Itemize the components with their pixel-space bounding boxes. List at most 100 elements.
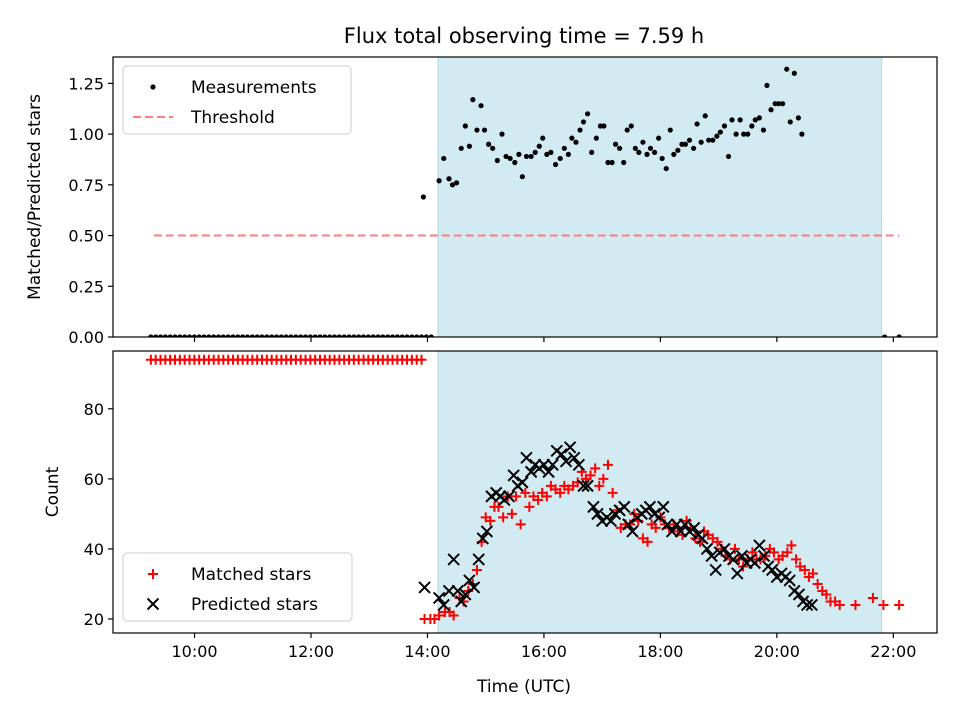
measurements-point (356, 334, 362, 337)
predicted-stars-point (748, 556, 761, 570)
predicted-stars-point (753, 539, 766, 552)
measurements-point (478, 103, 484, 109)
measurements-point (240, 334, 246, 337)
y-tick-label: 0.50 (68, 227, 104, 246)
observing-window-band (437, 56, 883, 338)
measurements-point (749, 123, 755, 129)
measurements-point (394, 334, 400, 337)
measurements-point (675, 147, 681, 153)
legend-box (122, 65, 352, 135)
predicted-stars-point (735, 549, 749, 563)
matched-stars-point (493, 501, 504, 512)
measurements-point (768, 107, 774, 113)
measurements-point (569, 135, 575, 141)
predicted-stars-point (805, 598, 819, 612)
predicted-stars-point (792, 588, 806, 601)
measurements-point (449, 182, 456, 188)
matched-stars-point (506, 508, 517, 519)
measurements-point (690, 145, 697, 151)
measurements-point (544, 151, 550, 157)
measurements-point (341, 334, 347, 337)
measurements-point (593, 135, 599, 141)
y-axis-label: Matched/Predicted stars (25, 94, 45, 300)
matched-stars-point (498, 512, 509, 523)
measurements-point (486, 141, 492, 147)
matched-stars-point (850, 599, 861, 610)
measurements-point (490, 145, 496, 151)
y-tick-label: 20 (84, 610, 104, 629)
measurements-point (561, 145, 567, 151)
measurements-point (336, 334, 342, 337)
measurements-point (589, 149, 595, 155)
predicted-stars-point (418, 581, 431, 594)
measurements-point (360, 334, 367, 337)
legend-matched-stars-point (148, 569, 158, 579)
measurements-point (254, 334, 260, 337)
measurements-point (220, 334, 226, 337)
measurements-point (721, 123, 728, 129)
predicted-stars-point (765, 563, 779, 577)
predicted-stars-point (524, 465, 538, 479)
measurements-point (420, 194, 426, 200)
measurements-point (182, 334, 188, 337)
predicted-stars-point (604, 514, 618, 528)
matched-stars-point (807, 568, 818, 579)
predicted-stars-point (783, 574, 796, 587)
matched-stars-point (524, 501, 535, 512)
predicted-stars-point (657, 500, 670, 514)
matched-stars-point (585, 470, 596, 481)
predicted-stars-point (463, 574, 476, 587)
measurements-point (346, 334, 352, 337)
measurements-point (385, 334, 391, 337)
measurements-point (446, 176, 452, 182)
panel-1-frame (112, 56, 938, 338)
measurements-point (612, 141, 619, 147)
panel-1-plot-area (148, 66, 902, 337)
predicted-stars-point (661, 518, 674, 531)
legend-predicted-stars-swatch (146, 597, 160, 611)
measurements-point (644, 151, 650, 157)
measurements-point (896, 334, 902, 337)
measurements-point (177, 334, 183, 337)
measurements-point (656, 135, 662, 141)
measurements-point (162, 334, 168, 337)
measurements-point (640, 139, 646, 145)
predicted-stars-point (516, 476, 529, 489)
matched-stars-point (812, 578, 823, 589)
x-axis-label: Time (UTC) (476, 677, 571, 697)
measurements-point (312, 334, 318, 337)
measurements-point (230, 334, 236, 337)
measurements-point (621, 159, 627, 166)
predicted-stars-point (542, 465, 555, 479)
matched-stars-point (791, 554, 802, 565)
measurements-point (225, 334, 231, 337)
measurements-point (470, 97, 476, 103)
y-tick-label: 0.00 (68, 328, 104, 347)
measurements-point (235, 334, 241, 337)
predicted-stars-point (447, 553, 460, 566)
measurements-point (548, 149, 554, 155)
y-tick-label: 1.25 (68, 74, 104, 93)
measurements-point (453, 180, 460, 186)
measurements-point (206, 334, 212, 337)
x-tick-label: 20:00 (754, 642, 800, 661)
matched-stars-point (878, 599, 889, 610)
matched-stars-point (768, 547, 779, 558)
matched-stars-point (594, 480, 605, 491)
measurements-point (264, 334, 270, 337)
matched-stars-point (515, 519, 526, 530)
measurements-point (244, 334, 251, 337)
measurements-point (481, 127, 488, 133)
matched-stars-point (448, 610, 459, 621)
measurements-point (516, 151, 522, 157)
matched-stars-point (799, 564, 810, 575)
measurements-point (414, 334, 420, 337)
predicted-stars-point (502, 490, 516, 503)
predicted-stars-point (507, 469, 520, 482)
measurements-point (741, 131, 747, 137)
measurements-point (632, 145, 638, 151)
predicted-stars-point (432, 591, 446, 605)
predicted-stars-point (563, 441, 577, 454)
legend-threshold-label: Threshold (190, 108, 275, 128)
matched-stars-point (894, 599, 905, 610)
